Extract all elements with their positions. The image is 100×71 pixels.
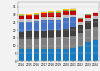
- Bar: [85, 42, 91, 61]
- Bar: [41, 20, 47, 31]
- Bar: [56, 13, 61, 14]
- Bar: [78, 25, 83, 33]
- Bar: [78, 19, 83, 22]
- Bar: [19, 16, 24, 20]
- Bar: [41, 12, 47, 13]
- Bar: [63, 12, 69, 15]
- Bar: [26, 49, 32, 61]
- Bar: [85, 18, 91, 21]
- Bar: [19, 20, 24, 22]
- Bar: [48, 30, 54, 38]
- Bar: [48, 20, 54, 30]
- Bar: [70, 8, 76, 9]
- Bar: [41, 31, 47, 38]
- Bar: [48, 14, 54, 17]
- Bar: [19, 49, 24, 61]
- Bar: [56, 12, 61, 13]
- Bar: [41, 11, 47, 12]
- Bar: [63, 9, 69, 10]
- Bar: [26, 31, 32, 39]
- Bar: [41, 38, 47, 49]
- Bar: [19, 15, 24, 16]
- Bar: [56, 49, 61, 61]
- Bar: [19, 32, 24, 39]
- Bar: [34, 15, 39, 19]
- Bar: [85, 14, 91, 15]
- Bar: [93, 27, 98, 40]
- Bar: [93, 16, 98, 19]
- Bar: [41, 14, 47, 17]
- Bar: [56, 17, 61, 20]
- Bar: [26, 14, 32, 15]
- Bar: [56, 37, 61, 49]
- Bar: [85, 21, 91, 29]
- Bar: [70, 48, 76, 61]
- Bar: [41, 49, 47, 61]
- Bar: [26, 16, 32, 19]
- Bar: [34, 39, 39, 49]
- Bar: [78, 18, 83, 19]
- Bar: [78, 46, 83, 61]
- Bar: [63, 10, 69, 11]
- Bar: [19, 39, 24, 49]
- Bar: [93, 12, 98, 13]
- Bar: [34, 31, 39, 39]
- Bar: [34, 49, 39, 61]
- Bar: [48, 12, 54, 13]
- Bar: [63, 18, 69, 29]
- Bar: [70, 17, 76, 27]
- Bar: [34, 14, 39, 15]
- Bar: [34, 13, 39, 14]
- Bar: [93, 19, 98, 27]
- Bar: [78, 17, 83, 18]
- Bar: [85, 15, 91, 18]
- Bar: [56, 10, 61, 11]
- Bar: [34, 19, 39, 21]
- Bar: [70, 10, 76, 11]
- Bar: [56, 11, 61, 12]
- Bar: [41, 13, 47, 14]
- Bar: [26, 22, 32, 31]
- Bar: [78, 22, 83, 25]
- Bar: [63, 49, 69, 61]
- Bar: [48, 13, 54, 14]
- Bar: [70, 36, 76, 48]
- Bar: [56, 20, 61, 30]
- Bar: [93, 40, 98, 61]
- Bar: [70, 15, 76, 17]
- Bar: [85, 29, 91, 42]
- Bar: [78, 33, 83, 46]
- Bar: [41, 17, 47, 20]
- Bar: [70, 11, 76, 15]
- Bar: [26, 39, 32, 49]
- Bar: [70, 9, 76, 10]
- Bar: [48, 49, 54, 61]
- Bar: [34, 21, 39, 31]
- Bar: [19, 14, 24, 15]
- Bar: [26, 19, 32, 22]
- Bar: [48, 17, 54, 20]
- Bar: [63, 37, 69, 49]
- Bar: [63, 11, 69, 12]
- Bar: [70, 27, 76, 36]
- Bar: [63, 15, 69, 18]
- Bar: [48, 11, 54, 12]
- Bar: [48, 38, 54, 49]
- Bar: [56, 14, 61, 17]
- Bar: [63, 29, 69, 37]
- Bar: [93, 13, 98, 16]
- Bar: [19, 22, 24, 32]
- Bar: [56, 30, 61, 37]
- Bar: [26, 15, 32, 16]
